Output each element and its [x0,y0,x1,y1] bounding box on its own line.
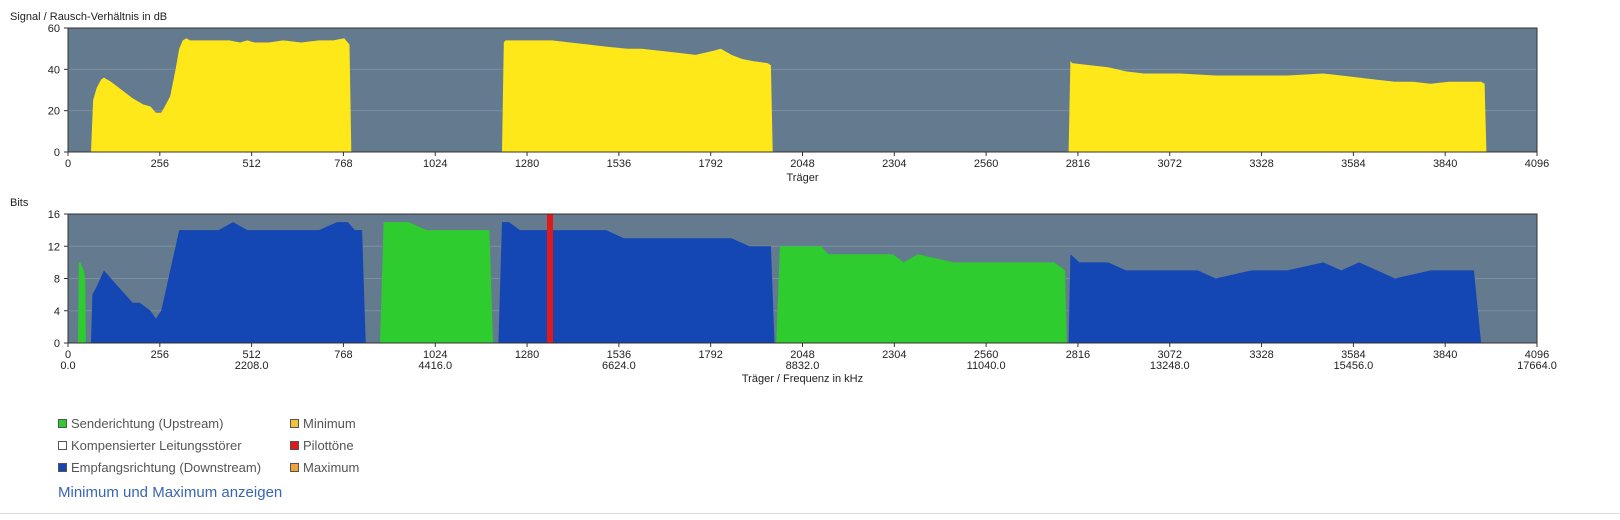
chart-title-1: Bits [10,197,29,209]
x-tick-label-1-14: 3584 [1341,349,1365,361]
x-secondary-label-3: 6624.0 [602,360,636,372]
maximum-swatch-icon [290,463,299,472]
x-tick-label-1-13: 3328 [1249,349,1273,361]
series-area-0-2 [1068,61,1487,152]
x-tick-label-0-8: 2048 [790,158,814,170]
x-tick-label-1-10: 2560 [974,349,998,361]
compensated-swatch-icon [58,441,67,450]
chart-title-0: Signal / Rausch-Verhältnis in dB [10,11,167,23]
series-area-0-1 [502,40,773,152]
x-secondary-label-8: 17664.0 [1517,360,1557,372]
y-tick-label-1-1: 4 [54,306,60,318]
legend-label-downstream: Empfangsrichtung (Downstream) [71,460,262,475]
legend-label-upstream: Senderichtung (Upstream) [71,416,224,431]
y-tick-label-0-0: 0 [54,147,60,159]
x-secondary-label-1: 2208.0 [235,360,269,372]
legend-item-pilot: Pilottöne [290,438,354,453]
legend-item-maximum: Maximum [290,460,359,475]
series-area-1-4 [776,246,1067,343]
series-area-1-2 [380,222,493,343]
x-tick-label-0-10: 2560 [974,158,998,170]
x-tick-label-0-13: 3328 [1249,158,1273,170]
series-area-0-0 [91,38,352,152]
x-tick-label-1-15: 3840 [1433,349,1457,361]
x-secondary-label-2: 4416.0 [418,360,452,372]
y-tick-label-1-4: 16 [48,209,60,221]
pilot-swatch-icon [290,441,299,450]
x-secondary-label-7: 15456.0 [1333,360,1373,372]
x-tick-label-1-9: 2304 [882,349,906,361]
x-tick-label-0-0: 0 [65,158,71,170]
x-tick-label-1-6: 1536 [607,349,631,361]
x-secondary-label-5: 11040.0 [967,360,1006,372]
downstream-swatch-icon [58,463,67,472]
legend-label-maximum: Maximum [303,460,360,475]
x-tick-label-1-11: 2816 [1066,349,1090,361]
legend-item-compensated: Kompensierter Leitungsstörer [58,438,242,453]
x-tick-label-0-3: 768 [334,158,352,170]
x-tick-label-0-4: 1024 [423,158,447,170]
x-axis-label-1: Träger / Frequenz in kHz [742,373,863,385]
x-tick-label-1-1: 256 [151,349,169,361]
x-tick-label-1-12: 3072 [1158,349,1182,361]
y-tick-label-0-1: 20 [48,106,60,118]
divider [0,513,1620,514]
x-axis-label-0: Träger [787,172,819,184]
x-secondary-label-6: 13248.0 [1150,360,1190,372]
x-tick-label-0-7: 1792 [698,158,722,170]
x-tick-label-1-2: 512 [242,349,260,361]
x-tick-label-1-7: 1792 [698,349,722,361]
legend-item-upstream: Senderichtung (Upstream) [58,416,223,431]
upstream-swatch-icon [58,419,67,428]
x-tick-label-0-5: 1280 [515,158,539,170]
legend-label-compensated: Kompensierter Leitungsstörer [71,438,242,453]
y-tick-label-1-2: 8 [54,274,60,286]
x-tick-label-0-14: 3584 [1341,158,1365,170]
series-area-1-0 [78,262,86,343]
y-tick-label-0-2: 40 [48,64,60,76]
series-area-1-5 [1068,254,1482,343]
x-tick-label-1-8: 2048 [790,349,814,361]
x-tick-label-0-2: 512 [242,158,260,170]
x-tick-label-0-11: 2816 [1066,158,1090,170]
minimum-swatch-icon [290,419,299,428]
legend-item-downstream: Empfangsrichtung (Downstream) [58,460,261,475]
x-tick-label-1-3: 768 [334,349,352,361]
y-tick-label-0-3: 60 [48,23,60,35]
x-secondary-label-0: 0.0 [60,360,75,372]
legend-item-minimum: Minimum [290,416,356,431]
x-tick-label-0-16: 4096 [1525,158,1549,170]
y-tick-label-1-3: 12 [48,241,60,253]
legend-label-pilot: Pilottöne [303,438,354,453]
x-tick-label-1-16: 4096 [1525,349,1549,361]
x-tick-label-0-6: 1536 [607,158,631,170]
x-secondary-label-4: 8832.0 [786,360,820,372]
x-tick-label-1-4: 1024 [423,349,447,361]
x-tick-label-1-5: 1280 [515,349,539,361]
series-area-1-1 [91,222,366,343]
x-tick-label-0-12: 3072 [1158,158,1182,170]
x-tick-label-1-0: 0 [65,349,71,361]
legend-label-minimum: Minimum [303,416,356,431]
x-tick-label-0-1: 256 [151,158,169,170]
series-area-1-3 [498,222,775,343]
y-tick-label-1-0: 0 [54,338,60,350]
x-tick-label-0-9: 2304 [882,158,906,170]
show-min-max-link[interactable]: Minimum und Maximum anzeigen [58,484,283,501]
pilot-tone-marker [547,214,554,343]
x-tick-label-0-15: 3840 [1433,158,1457,170]
